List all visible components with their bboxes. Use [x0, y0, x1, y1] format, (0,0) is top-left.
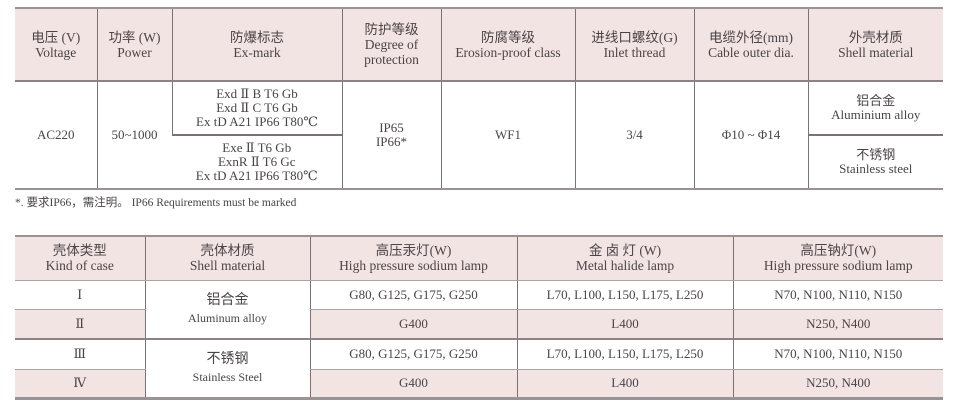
- shell-stainless: 不锈钢 Stainless steel: [807, 135, 943, 189]
- table-row: Ⅱ G400 L400 N250, N400: [15, 309, 943, 340]
- header-shell: 外壳材质 Shell material: [807, 8, 943, 82]
- power-value: 50~1000: [96, 81, 172, 189]
- header-voltage: 电压 (V) Voltage: [15, 8, 97, 82]
- header-exmark: 防爆标志 Ex-mark: [171, 8, 342, 82]
- protection-value: IP65 IP66*: [341, 81, 441, 189]
- table-row: Ⅳ G400 L400 N250, N400: [15, 369, 943, 399]
- sodium-cell: N70, N100, N110, N150: [732, 338, 943, 370]
- footnote: *. 要求IP66，需注明。 IP66 Requirements must be…: [15, 197, 297, 209]
- header-halide: 金 卤 灯 (W) Metal halide lamp: [516, 236, 733, 281]
- exmark-flameproof: Exd Ⅱ B T6 Gb Exd Ⅱ C T6 Gb Ex tD A21 IP66…: [171, 81, 342, 136]
- shell-aluminium: 铝合金 Aluminium alloy: [807, 81, 943, 136]
- header-thread: 进线口螺纹(G) Inlet thread: [574, 8, 694, 82]
- mercury-cell: G400: [309, 309, 517, 340]
- mercury-cell: G400: [309, 369, 517, 399]
- exmark-increased-safety: Exe Ⅱ T6 Gb ExnR Ⅱ T6 Gc Ex tD A21 IP66 T8…: [195, 140, 318, 183]
- header-material: 壳体材质 Shell material: [144, 236, 310, 281]
- kind-cell: Ⅱ: [15, 309, 145, 340]
- explosion-proof-spec-table: 电压 (V) Voltage 功率 (W) Power 防爆标志 Ex-mark 防护…: [15, 7, 943, 190]
- material-stainless: 不锈钢 Stainless Steel: [144, 338, 310, 399]
- kind-cell: Ⅳ: [15, 369, 145, 399]
- material-aluminum: 铝合金 Aluminum alloy: [144, 280, 310, 340]
- thread-value: 3/4: [574, 81, 694, 189]
- halide-cell: L400: [516, 369, 733, 399]
- header-mercury: 高压汞灯(W) High pressure sodium lamp: [309, 236, 517, 281]
- header-kind: 壳体类型 Kind of case: [15, 236, 145, 281]
- erosion-value: WF1: [440, 81, 575, 189]
- header-sodium: 高压钠灯(W) High pressure sodium lamp: [732, 236, 943, 281]
- voltage-value: AC220: [36, 127, 75, 142]
- cable-value: Φ10 ~ Φ14: [693, 81, 808, 189]
- sodium-cell: N70, N100, N110, N150: [732, 280, 943, 310]
- halide-cell: L70, L100, L150, L175, L250: [516, 280, 733, 310]
- halide-cell: L400: [516, 309, 733, 340]
- sodium-cell: N250, N400: [732, 369, 943, 399]
- lamp-options-table: 壳体类型 Kind of case 壳体材质 Shell material 高压汞灯…: [15, 235, 943, 400]
- sodium-cell: N250, N400: [732, 309, 943, 340]
- halide-cell: L70, L100, L150, L175, L250: [516, 338, 733, 370]
- table-row: Ⅲ 不锈钢 Stainless Steel G80, G125, G175, G2…: [15, 338, 943, 399]
- table-row: Ⅰ 铝合金 Aluminum alloy G80, G125, G175, G25…: [15, 280, 943, 340]
- header-erosion: 防腐等级 Erosion-proof class: [440, 8, 575, 82]
- mercury-cell: G80, G125, G175, G250: [309, 280, 517, 310]
- kind-cell: Ⅲ: [15, 338, 145, 370]
- header-protection: 防护等级 Degree of protection: [341, 8, 441, 82]
- header-cable: 电缆外径(mm) Cable outer dia.: [693, 8, 808, 82]
- kind-cell: Ⅰ: [15, 280, 145, 310]
- header-power: 功率 (W) Power: [96, 8, 172, 82]
- mercury-cell: G80, G125, G175, G250: [309, 338, 517, 370]
